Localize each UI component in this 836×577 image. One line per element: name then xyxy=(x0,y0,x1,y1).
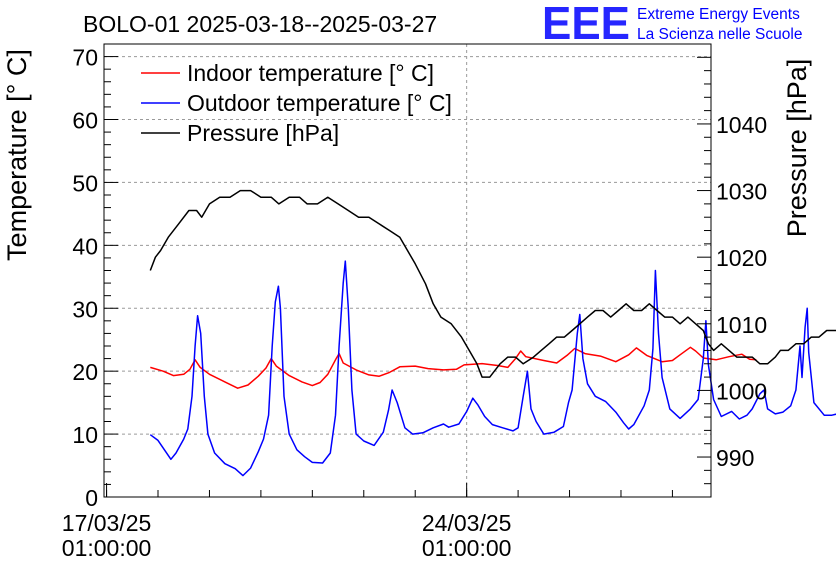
right-axis-tick-label: 1000 xyxy=(716,378,767,404)
legend: Indoor temperature [° C] Outdoor temperat… xyxy=(141,60,452,146)
chart-title: BOLO-01 2025-03-18--2025-03-27 xyxy=(83,11,437,37)
left-axis-tick-label: 10 xyxy=(72,422,98,448)
right-axis-tick-label: 1040 xyxy=(716,112,767,138)
bottom-axis-tick-time: 01:00:00 xyxy=(62,535,152,561)
series-line-2 xyxy=(149,260,836,477)
left-axis-tick-label: 0 xyxy=(85,485,98,511)
right-axis-tick-label: 1010 xyxy=(716,312,767,338)
series-lines xyxy=(149,189,836,477)
left-axis-label: Temperature [° C] xyxy=(2,49,32,261)
left-axis-tick-label: 70 xyxy=(72,45,98,71)
series-line-1 xyxy=(150,346,757,389)
axes: 0102030405060709901000101010201030104017… xyxy=(62,43,767,561)
left-axis-tick-label: 60 xyxy=(72,108,98,134)
left-axis-tick-label: 20 xyxy=(72,359,98,385)
bottom-axis-tick-time: 01:00:00 xyxy=(422,535,512,561)
bottom-axis-tick-date: 24/03/25 xyxy=(422,510,512,536)
eee-logo: EEE Extreme Energy Events La Scienza nel… xyxy=(542,0,802,49)
legend-label-2: Outdoor temperature [° C] xyxy=(187,90,452,116)
grid xyxy=(104,44,711,497)
left-axis-tick-label: 30 xyxy=(72,296,98,322)
right-axis-label: Pressure [hPa] xyxy=(782,59,812,238)
right-axis-tick-label: 1020 xyxy=(716,245,767,271)
eee-logo-mark: EEE xyxy=(542,0,630,49)
left-axis-tick-label: 40 xyxy=(72,233,98,259)
left-axis-tick-label: 50 xyxy=(72,170,98,196)
bottom-axis-tick-date: 17/03/25 xyxy=(62,510,152,536)
right-axis-tick-label: 990 xyxy=(716,445,754,471)
eee-logo-line1: Extreme Energy Events xyxy=(637,6,800,23)
eee-logo-line2: La Scienza nelle Scuole xyxy=(637,26,802,43)
right-axis-tick-label: 1030 xyxy=(716,179,767,205)
legend-label-3: Pressure [hPa] xyxy=(187,120,339,146)
series-line-3 xyxy=(149,189,836,378)
legend-label-1: Indoor temperature [° C] xyxy=(187,60,434,86)
